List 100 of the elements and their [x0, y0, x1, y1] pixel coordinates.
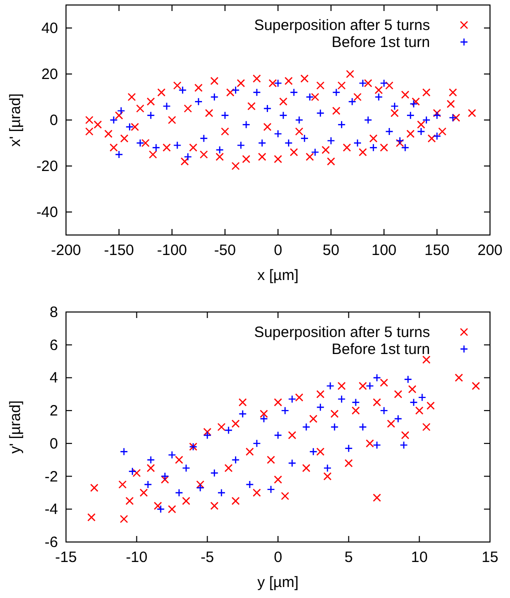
point — [252, 488, 261, 497]
point — [140, 488, 148, 497]
point — [306, 92, 314, 102]
point — [146, 456, 155, 464]
y-tick-label: 6 — [50, 336, 58, 354]
point — [173, 141, 182, 150]
point — [385, 127, 394, 136]
point — [162, 102, 171, 110]
point — [472, 382, 480, 390]
point — [110, 116, 118, 124]
point — [160, 472, 170, 480]
legend-label: Superposition after 5 turns — [254, 17, 430, 34]
point — [232, 420, 240, 428]
point — [274, 431, 282, 440]
point — [252, 88, 261, 96]
point — [302, 464, 310, 472]
point — [418, 393, 426, 402]
point — [316, 403, 324, 412]
point — [401, 144, 410, 152]
point — [330, 410, 339, 418]
point — [295, 116, 304, 124]
point — [242, 120, 250, 129]
point — [338, 120, 346, 129]
point — [217, 422, 226, 432]
point — [114, 150, 124, 159]
y-tick-label: 2 — [50, 402, 58, 420]
point — [332, 88, 340, 96]
point — [352, 398, 360, 406]
point — [454, 374, 464, 382]
point — [274, 475, 282, 484]
point — [364, 116, 372, 124]
point — [146, 464, 155, 472]
point — [200, 134, 208, 142]
point — [448, 114, 457, 122]
point — [358, 382, 367, 390]
point — [87, 513, 96, 522]
point — [369, 144, 378, 152]
point — [156, 505, 165, 514]
point — [358, 79, 367, 88]
point — [279, 111, 288, 120]
x-tick-label: 200 — [477, 242, 503, 259]
point — [372, 398, 382, 406]
point — [311, 148, 320, 156]
point — [258, 138, 266, 148]
point — [184, 152, 192, 161]
point — [422, 116, 430, 124]
point — [352, 406, 360, 415]
point — [203, 428, 212, 436]
point — [290, 88, 298, 96]
point — [374, 92, 383, 102]
point — [174, 488, 184, 497]
x-axis-title: x [µm] — [257, 267, 299, 284]
point — [330, 422, 339, 432]
point — [168, 450, 176, 460]
y-tick-label: -40 — [36, 204, 58, 221]
point — [132, 468, 141, 478]
point — [274, 130, 282, 138]
point — [316, 448, 324, 456]
point — [302, 422, 310, 432]
point — [422, 422, 430, 432]
x-axis-title: y [µm] — [257, 574, 299, 591]
point — [404, 375, 412, 384]
x-tick-label: 0 — [274, 549, 282, 566]
point — [232, 86, 240, 94]
y-tick-label: 0 — [50, 112, 58, 129]
point — [338, 382, 346, 390]
x-tick-label: 150 — [424, 242, 450, 259]
point — [252, 439, 261, 448]
y-tick-label: 40 — [41, 20, 58, 37]
point — [238, 398, 247, 406]
point — [366, 382, 374, 390]
x-tick-label: -100 — [156, 242, 188, 259]
point — [168, 505, 176, 514]
x-tick-label: 0 — [274, 242, 282, 259]
point — [274, 79, 282, 88]
x-tick-label: -15 — [55, 549, 77, 566]
point — [196, 480, 204, 489]
point — [309, 448, 318, 456]
legend-label: Superposition after 5 turns — [254, 324, 430, 341]
point — [410, 398, 418, 406]
point — [236, 141, 245, 150]
x-tick-label: -200 — [50, 242, 82, 259]
y-tick-label: -4 — [44, 501, 58, 518]
x-tick-label: -50 — [214, 242, 236, 259]
x-tick-label: 50 — [322, 242, 340, 259]
point — [408, 385, 416, 394]
point — [120, 514, 128, 524]
point — [288, 431, 296, 440]
point — [224, 426, 233, 434]
point — [372, 374, 382, 382]
y-tick-label: -6 — [44, 534, 58, 551]
point — [238, 410, 247, 418]
point — [426, 402, 435, 410]
point — [216, 146, 224, 154]
point — [326, 136, 336, 145]
point — [260, 414, 268, 423]
point — [284, 138, 293, 148]
point — [288, 459, 296, 468]
point — [146, 111, 155, 120]
point — [300, 134, 309, 142]
